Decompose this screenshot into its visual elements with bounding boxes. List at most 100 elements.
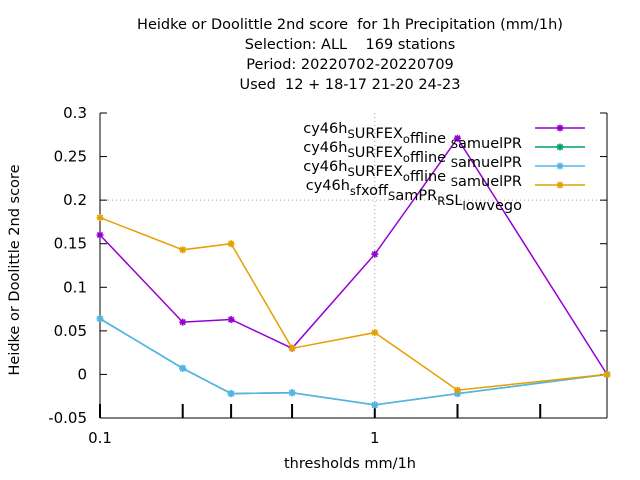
marker-dot	[98, 316, 102, 321]
y-tick-label: 0.1	[63, 278, 87, 296]
marker-dot	[180, 320, 185, 325]
y-tick-label: 0.3	[63, 104, 87, 122]
legend-label-part: S	[347, 165, 354, 179]
title-line-2: Selection: ALL 169 stations	[244, 37, 456, 53]
legend-label-part: owvego	[466, 198, 522, 214]
data-point	[371, 401, 379, 409]
legend-label: cy46hSURFEXoffline SamuelPR	[303, 140, 522, 171]
legend-label-part: URFEX	[355, 145, 403, 161]
tick-marks: -0.05 0 0.05 0.1 0.15 0.2 0.25 0.3 0.1 1	[48, 104, 607, 447]
legend-label-part: URFEX	[355, 164, 403, 180]
legend-entry-3: cy46hSURFEXoffline SamuelPR	[303, 159, 585, 190]
marker-dot	[558, 145, 562, 149]
marker-dot	[180, 366, 185, 371]
legend-marker	[556, 143, 564, 151]
y-tick-label: 0	[77, 365, 87, 383]
data-point	[96, 231, 104, 239]
marker-dot	[558, 126, 562, 130]
legend-label-part: l	[462, 199, 465, 213]
series-line	[99, 318, 608, 406]
x-tick-label: 1	[370, 429, 380, 447]
marker-dot	[558, 164, 562, 168]
legend-label-part: S	[451, 156, 458, 170]
series-line	[99, 318, 608, 406]
y-tick-label: 0.2	[63, 191, 87, 209]
marker-dot	[229, 317, 234, 322]
data-point	[179, 246, 187, 254]
legend-entry-1: cy46hSURFEXoffline SamuelPR	[303, 121, 585, 152]
data-point	[96, 315, 104, 323]
y-axis-label: Heidke or Doolittle 2nd score	[7, 164, 23, 376]
legend-label-part: SL	[445, 193, 462, 209]
x-axis-label: thresholds mm/1h	[283, 456, 416, 472]
marker-dot	[455, 136, 460, 141]
grid-lines	[100, 113, 607, 418]
legend-label-part: amuelPR	[458, 155, 522, 171]
legend-label-part: amPR	[395, 188, 437, 204]
marker-dot	[98, 233, 102, 237]
legend-label: cy46hsfxoffSamPRRSLlowvego	[306, 178, 522, 214]
marker-dot	[229, 241, 234, 246]
marker-dot	[290, 346, 295, 351]
legend-label: cy46hSURFEXoffline SamuelPR	[303, 121, 522, 152]
x-tick-label: 0.1	[88, 429, 112, 447]
data-point	[371, 329, 379, 337]
data-point	[227, 240, 235, 248]
series-3	[96, 315, 611, 409]
marker-dot	[229, 391, 234, 396]
legend-label-part: URFEX	[355, 126, 403, 142]
marker-dot	[372, 330, 377, 335]
legend-label-part: ffline	[410, 150, 451, 166]
data-point	[96, 214, 104, 222]
legend: cy46hSURFEXoffline SamuelPRcy46hSURFEXof…	[303, 121, 585, 214]
legend-label-part: o	[403, 132, 410, 146]
legend-marker	[556, 181, 564, 189]
y-tick-label: 0.25	[54, 148, 87, 166]
legend-label-part: o	[403, 151, 410, 165]
legend-label-part: s	[350, 184, 356, 198]
data-point	[288, 344, 296, 352]
data-point	[227, 316, 235, 324]
legend-label-part: R	[437, 194, 445, 208]
title-line-1: Heidke or Doolittle 2nd score for 1h Pre…	[137, 17, 563, 33]
legend-entry-4: cy46hsfxoffSamPRRSLlowvego	[306, 178, 585, 214]
legend-entry-2: cy46hSURFEXoffline SamuelPR	[303, 140, 585, 171]
title-line-4: Used 12 + 18-17 21-20 24-23	[239, 77, 461, 93]
legend-label-part: ffline	[410, 169, 451, 185]
data-point	[453, 134, 461, 142]
data-point	[288, 389, 296, 397]
legend-label-part: amuelPR	[458, 136, 522, 152]
legend-label-part: cy46h	[303, 159, 347, 175]
legend-label-part: fxoff	[356, 183, 389, 199]
legend-label-part: cy46h	[303, 121, 347, 137]
marker-dot	[605, 372, 609, 377]
marker-dot	[455, 388, 460, 393]
legend-label-part: S	[451, 137, 458, 151]
marker-dot	[372, 252, 377, 257]
marker-dot	[558, 183, 562, 187]
data-point	[603, 370, 611, 378]
legend-label-part: cy46h	[303, 140, 347, 156]
series-lines	[96, 134, 611, 409]
marker-dot	[180, 247, 185, 252]
data-point	[453, 386, 461, 394]
legend-marker	[556, 162, 564, 170]
data-point	[179, 364, 187, 372]
marker-dot	[98, 215, 102, 220]
data-point	[227, 390, 235, 398]
series-2	[96, 315, 611, 409]
legend-label-part: cy46h	[306, 178, 350, 194]
data-point	[371, 250, 379, 258]
legend-label-part: amuelPR	[458, 174, 522, 190]
legend-label-part: S	[388, 189, 395, 203]
title-line-3: Period: 20220702-20220709	[246, 57, 454, 73]
legend-marker	[556, 124, 564, 132]
legend-label: cy46hSURFEXoffline SamuelPR	[303, 159, 522, 190]
data-point	[179, 318, 187, 326]
y-tick-label: 0.15	[54, 235, 87, 253]
series-4	[96, 214, 611, 394]
legend-label-part: S	[347, 146, 354, 160]
y-tick-label: -0.05	[48, 409, 87, 427]
y-tick-label: 0.05	[54, 322, 87, 340]
